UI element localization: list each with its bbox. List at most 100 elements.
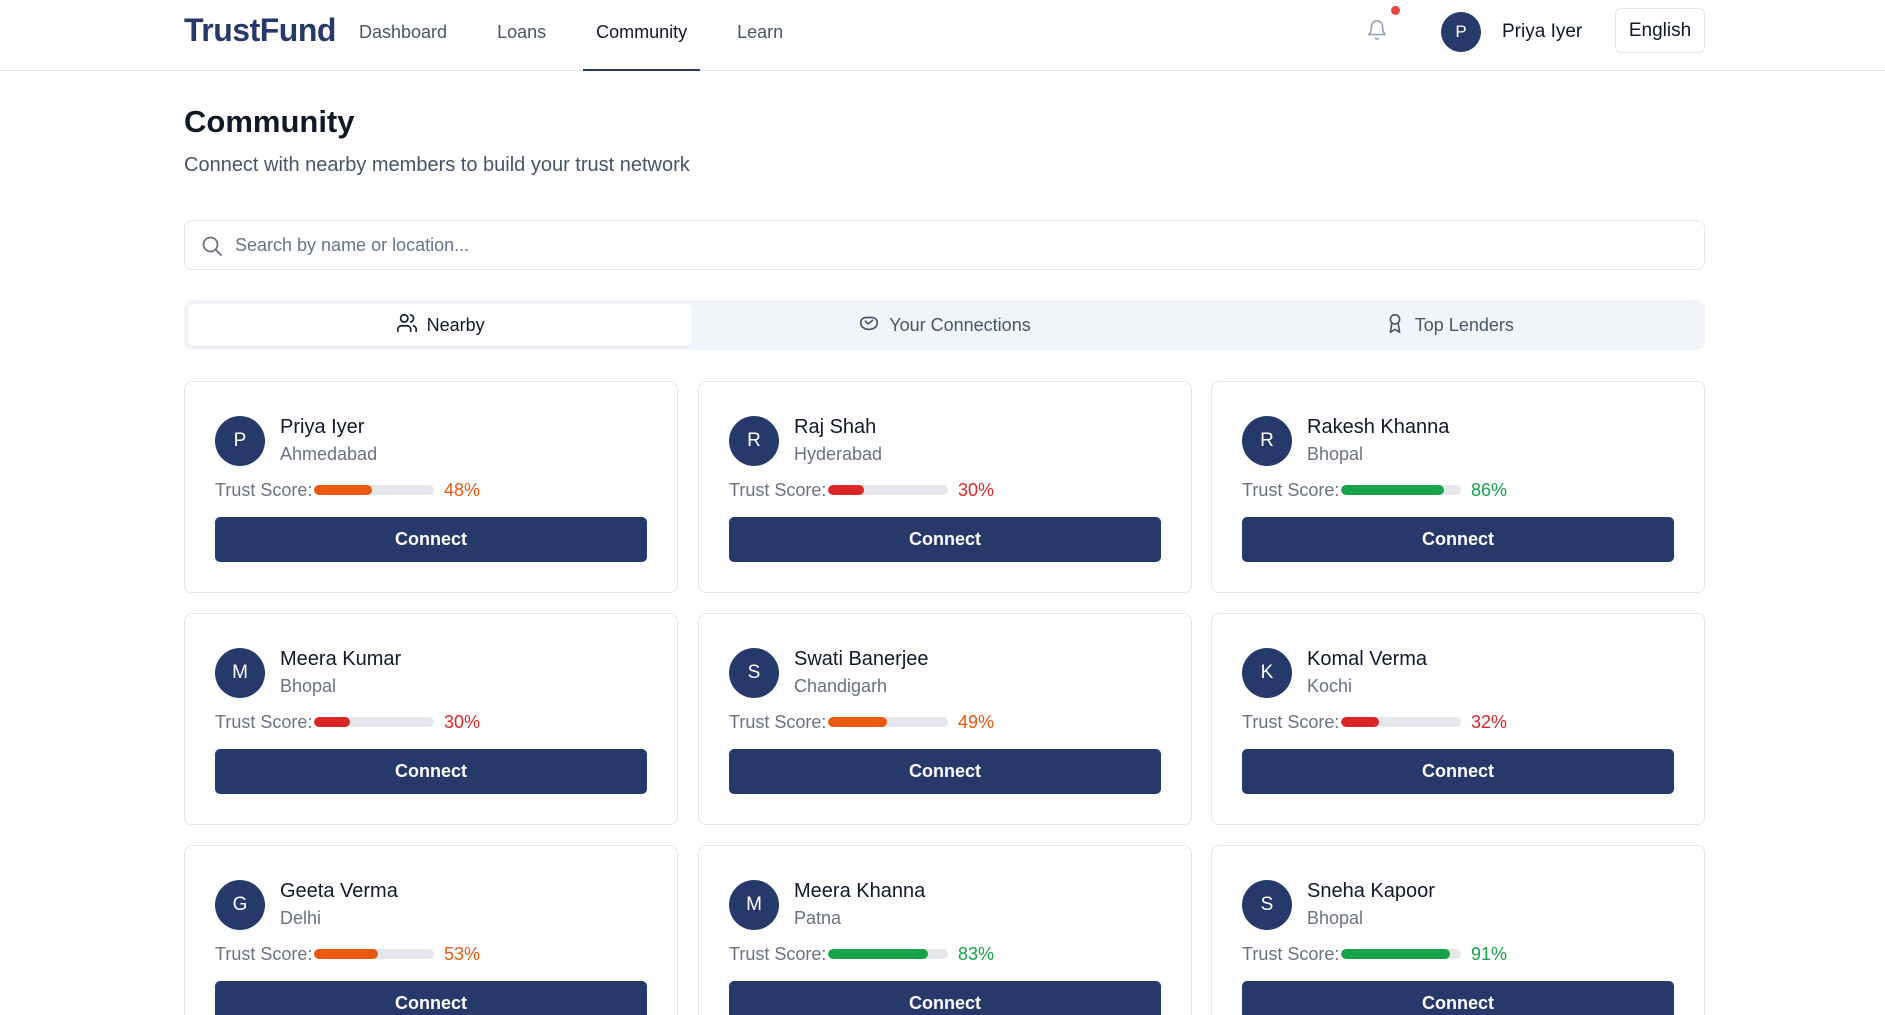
page-subtitle: Connect with nearby members to build you… <box>184 154 690 176</box>
member-card: M Meera Kumar Bhopal Trust Score: 30% Co… <box>184 613 678 825</box>
member-avatar: K <box>1242 648 1292 698</box>
member-location: Hyderabad <box>794 444 883 464</box>
trust-score-label: Trust Score: <box>729 480 827 500</box>
member-avatar: M <box>729 880 779 930</box>
member-location: Bhopal <box>280 676 337 696</box>
trust-score-bar <box>828 949 948 959</box>
member-avatar: R <box>729 416 779 466</box>
trust-score-fill <box>1341 717 1380 727</box>
member-location: Kochi <box>1307 676 1353 696</box>
nav-item-dashboard[interactable]: Dashboard <box>359 22 448 42</box>
nav-item-loans[interactable]: Loans <box>497 22 547 42</box>
connect-button[interactable]: Connect <box>1242 749 1674 794</box>
connect-button[interactable]: Connect <box>215 749 647 794</box>
search-input[interactable] <box>235 229 1685 261</box>
award-icon <box>1384 312 1415 339</box>
trust-score-label: Trust Score: <box>729 944 827 964</box>
connect-button[interactable]: Connect <box>215 981 647 1015</box>
trust-score-value: 91% <box>1471 944 1508 964</box>
trust-score-bar <box>314 717 434 727</box>
notification-dot <box>1391 6 1400 15</box>
trust-score-fill <box>828 485 864 495</box>
member-avatar: S <box>1242 880 1292 930</box>
member-name: Priya Iyer <box>280 416 365 438</box>
member-location: Ahmedabad <box>280 444 378 464</box>
main-nav: Dashboard Loans Community Learn <box>340 0 814 71</box>
top-navbar: TrustFund Dashboard Loans Community Lear… <box>0 0 1885 71</box>
trust-score-value: 48% <box>444 480 481 500</box>
connect-button[interactable]: Connect <box>729 749 1161 794</box>
connect-button[interactable]: Connect <box>215 517 647 562</box>
bell-icon[interactable] <box>1366 18 1388 42</box>
trust-score-fill <box>828 949 928 959</box>
search-icon <box>200 234 224 258</box>
tab-top-lenders[interactable]: Top Lenders <box>1197 304 1701 346</box>
trust-score-label: Trust Score: <box>215 944 313 964</box>
tab-nearby[interactable]: Nearby <box>188 304 693 346</box>
trust-score-bar <box>1341 949 1461 959</box>
trust-score-value: 30% <box>444 712 481 732</box>
search-bar <box>184 220 1705 270</box>
trust-score-fill <box>1341 485 1445 495</box>
trust-score-label: Trust Score: <box>1242 480 1340 500</box>
trust-score-label: Trust Score: <box>1242 712 1340 732</box>
user-name[interactable]: Priya Iyer <box>1502 21 1583 42</box>
member-card: S Swati Banerjee Chandigarh Trust Score:… <box>698 613 1192 825</box>
brand-logo[interactable]: TrustFund <box>184 12 336 48</box>
nav-item-learn[interactable]: Learn <box>737 22 784 42</box>
member-name: Swati Banerjee <box>794 648 929 670</box>
member-location: Bhopal <box>1307 908 1364 928</box>
member-card: R Rakesh Khanna Bhopal Trust Score: 86% … <box>1211 381 1705 593</box>
tab-your-connections[interactable]: Your Connections <box>692 304 1196 346</box>
trust-score-bar <box>828 717 948 727</box>
member-name: Komal Verma <box>1307 648 1428 670</box>
trust-score-fill <box>314 717 350 727</box>
member-name: Meera Kumar <box>280 648 402 670</box>
user-avatar[interactable]: P <box>1441 12 1481 52</box>
trust-score-label: Trust Score: <box>215 712 313 732</box>
member-avatar: P <box>215 416 265 466</box>
member-card: P Priya Iyer Ahmedabad Trust Score: 48% … <box>184 381 678 593</box>
tab-label: Top Lenders <box>1414 314 1514 335</box>
member-location: Chandigarh <box>794 676 888 696</box>
member-name: Geeta Verma <box>280 880 398 902</box>
trust-score-fill <box>828 717 887 727</box>
trust-score-value: 86% <box>1471 480 1508 500</box>
community-tabs: Nearby Your Connections Top Lenders <box>184 300 1705 350</box>
trust-score-bar <box>1341 485 1461 495</box>
trust-score-bar <box>828 485 948 495</box>
connect-button[interactable]: Connect <box>729 517 1161 562</box>
member-card: R Raj Shah Hyderabad Trust Score: 30% Co… <box>698 381 1192 593</box>
member-avatar: S <box>729 648 779 698</box>
trust-score-bar <box>1341 717 1461 727</box>
nav-item-community[interactable]: Community <box>577 0 706 71</box>
member-name: Sneha Kapoor <box>1307 880 1435 902</box>
member-card: S Sneha Kapoor Bhopal Trust Score: 91% C… <box>1211 845 1705 1015</box>
handshake-icon <box>858 312 889 339</box>
trust-score-label: Trust Score: <box>729 712 827 732</box>
trust-score-value: 30% <box>958 480 995 500</box>
trust-score-value: 32% <box>1471 712 1508 732</box>
connect-button[interactable]: Connect <box>729 981 1161 1015</box>
trust-score-fill <box>1341 949 1451 959</box>
member-avatar: M <box>215 648 265 698</box>
users-icon <box>396 312 427 339</box>
trust-score-value: 49% <box>958 712 995 732</box>
trust-score-value: 83% <box>958 944 995 964</box>
member-name: Raj Shah <box>794 416 877 438</box>
member-location: Bhopal <box>1307 444 1364 464</box>
tab-label: Your Connections <box>889 314 1031 335</box>
trust-score-label: Trust Score: <box>1242 944 1340 964</box>
connect-button[interactable]: Connect <box>1242 981 1674 1015</box>
connect-button[interactable]: Connect <box>1242 517 1674 562</box>
member-location: Patna <box>794 908 842 928</box>
member-name: Rakesh Khanna <box>1307 416 1450 438</box>
member-card: M Meera Khanna Patna Trust Score: 83% Co… <box>698 845 1192 1015</box>
language-button[interactable]: English <box>1615 8 1705 53</box>
trust-score-bar <box>314 949 434 959</box>
trust-score-label: Trust Score: <box>215 480 313 500</box>
page-title: Community <box>184 104 355 139</box>
member-card: G Geeta Verma Delhi Trust Score: 53% Con… <box>184 845 678 1015</box>
member-location: Delhi <box>280 908 322 928</box>
trust-score-bar <box>314 485 434 495</box>
